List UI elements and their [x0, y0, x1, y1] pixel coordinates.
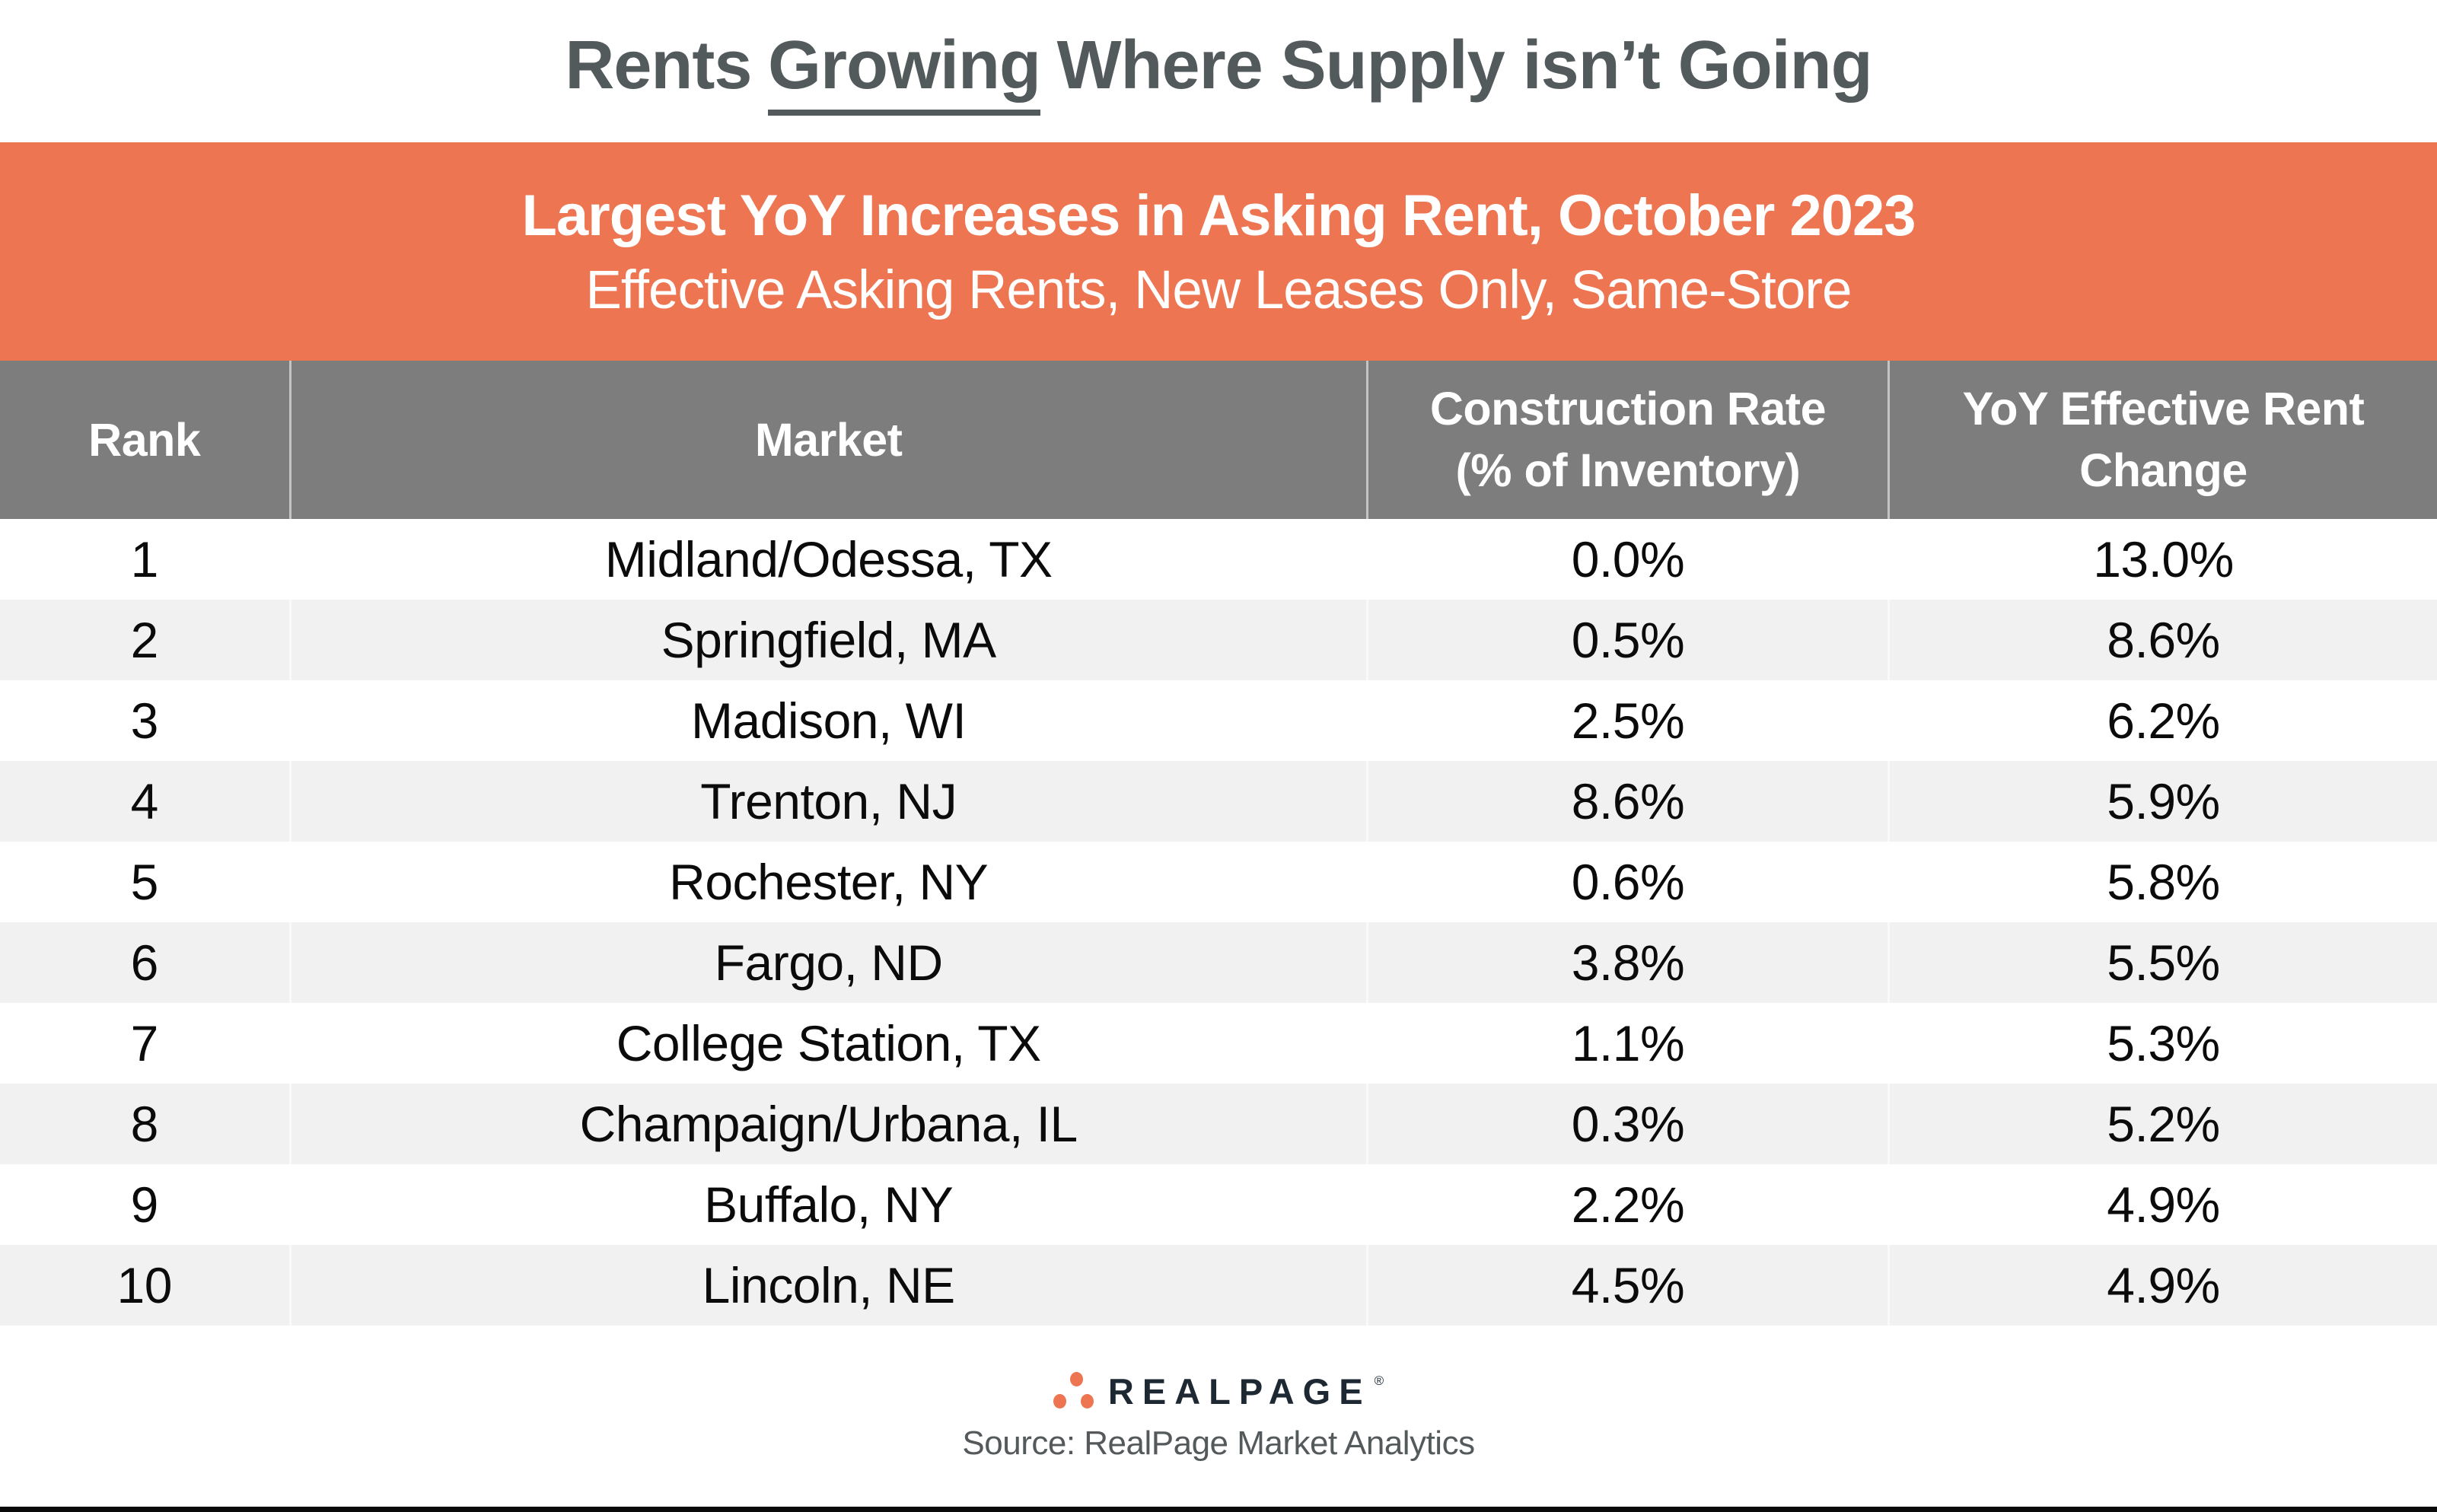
market-cell: Rochester, NY — [288, 842, 1368, 922]
yoy-rent-change-cell: 4.9% — [1887, 1245, 2437, 1326]
table-row: 8 Champaign/Urbana, IL 0.3% 5.2% — [0, 1084, 2437, 1164]
table-row: 3 Madison, WI 2.5% 6.2% — [0, 680, 2437, 761]
market-cell: Trenton, NJ — [288, 761, 1368, 842]
header-yoy-rent-change: YoY Effective Rent Change — [1887, 361, 2437, 519]
construction-rate-cell: 0.5% — [1365, 600, 1889, 680]
market-cell: Buffalo, NY — [288, 1164, 1368, 1245]
header-construction-rate: Construction Rate (% of Inventory) — [1365, 361, 1889, 519]
title-bar: Rents Growing Where Supply isn’t Going — [0, 0, 2437, 142]
market-cell: Champaign/Urbana, IL — [288, 1084, 1368, 1164]
logo-dot-icon — [1053, 1394, 1066, 1409]
logo-dot-icon — [1080, 1394, 1094, 1409]
rank-cell: 6 — [130, 934, 159, 991]
banner-subtitle: Effective Asking Rents, New Leases Only,… — [585, 259, 1852, 320]
table-row: 6 Fargo, ND 3.8% 5.5% — [0, 922, 2437, 1003]
construction-rate-cell: 2.2% — [1365, 1164, 1889, 1245]
construction-rate-cell: 1.1% — [1365, 1003, 1889, 1084]
rank-cell: 2 — [130, 612, 159, 668]
table-row: 10 Lincoln, NE 4.5% 4.9% — [0, 1245, 2437, 1326]
construction-rate-cell: 0.6% — [1365, 842, 1889, 922]
construction-rate-cell: 2.5% — [1365, 680, 1889, 761]
market-cell: Lincoln, NE — [288, 1245, 1368, 1326]
realpage-wordmark: REALPAGE — [1107, 1370, 1371, 1412]
title-underlined-word: Growing — [768, 27, 1041, 116]
realpage-dots-icon — [1053, 1372, 1096, 1410]
banner-title: Largest YoY Increases in Asking Rent, Oc… — [521, 183, 1916, 248]
table-row: 1 Midland/Odessa, TX 0.0% 13.0% — [0, 519, 2437, 600]
rent-increase-table: Rank Market Construction Rate (% of Inve… — [0, 361, 2437, 1326]
logo-dot-icon — [1069, 1372, 1083, 1386]
market-cell: Fargo, ND — [288, 922, 1368, 1003]
source-text: Source: RealPage Market Analytics — [962, 1424, 1475, 1462]
construction-rate-cell: 4.5% — [1365, 1245, 1889, 1326]
table-row: 4 Trenton, NJ 8.6% 5.9% — [0, 761, 2437, 842]
rank-cell: 3 — [130, 692, 159, 749]
header-rank: Rank — [0, 361, 291, 519]
market-cell: Springfield, MA — [288, 600, 1368, 680]
yoy-rent-change-cell: 5.2% — [1887, 1084, 2437, 1164]
market-cell: Midland/Odessa, TX — [288, 519, 1368, 600]
table-header-row: Rank Market Construction Rate (% of Inve… — [0, 361, 2437, 519]
rank-cell: 10 — [116, 1257, 173, 1313]
yoy-rent-change-cell: 8.6% — [1887, 600, 2437, 680]
table-header: Rank Market Construction Rate (% of Inve… — [0, 361, 2437, 519]
rank-cell: 7 — [130, 1015, 159, 1071]
table-row: 9 Buffalo, NY 2.2% 4.9% — [0, 1164, 2437, 1245]
footer: REALPAGE ® Source: RealPage Market Analy… — [0, 1326, 2437, 1507]
yoy-rent-change-cell: 5.9% — [1887, 761, 2437, 842]
table-row: 2 Springfield, MA 0.5% 8.6% — [0, 600, 2437, 680]
yoy-rent-change-cell: 13.0% — [1887, 519, 2437, 600]
subtitle-banner: Largest YoY Increases in Asking Rent, Oc… — [0, 142, 2437, 361]
title-part-3: Where Supply isn’t Going — [1056, 27, 1873, 103]
rank-cell: 9 — [130, 1176, 159, 1233]
market-cell: Madison, WI — [288, 680, 1368, 761]
construction-rate-cell: 3.8% — [1365, 922, 1889, 1003]
title-part-1: Rents — [565, 27, 752, 103]
rank-cell: 1 — [130, 531, 159, 587]
header-market: Market — [288, 361, 1368, 519]
page-title: Rents Growing Where Supply isn’t Going — [565, 27, 1873, 116]
construction-rate-cell: 0.3% — [1365, 1084, 1889, 1164]
yoy-rent-change-cell: 5.8% — [1887, 842, 2437, 922]
yoy-rent-change-cell: 5.5% — [1887, 922, 2437, 1003]
yoy-rent-change-cell: 5.3% — [1887, 1003, 2437, 1084]
table-row: 7 College Station, TX 1.1% 5.3% — [0, 1003, 2437, 1084]
rank-cell: 5 — [130, 854, 159, 910]
rank-cell: 8 — [130, 1096, 159, 1152]
market-cell: College Station, TX — [288, 1003, 1368, 1084]
table-body: 1 Midland/Odessa, TX 0.0% 13.0% 2 Springfield… — [0, 519, 2437, 1326]
construction-rate-cell: 0.0% — [1365, 519, 1889, 600]
construction-rate-cell: 8.6% — [1365, 761, 1889, 842]
table-row: 5 Rochester, NY 0.6% 5.8% — [0, 842, 2437, 922]
yoy-rent-change-cell: 4.9% — [1887, 1164, 2437, 1245]
yoy-rent-change-cell: 6.2% — [1887, 680, 2437, 761]
realpage-logo: REALPAGE ® — [1053, 1370, 1384, 1412]
registered-trademark-icon: ® — [1374, 1373, 1384, 1388]
rank-cell: 4 — [130, 773, 159, 829]
